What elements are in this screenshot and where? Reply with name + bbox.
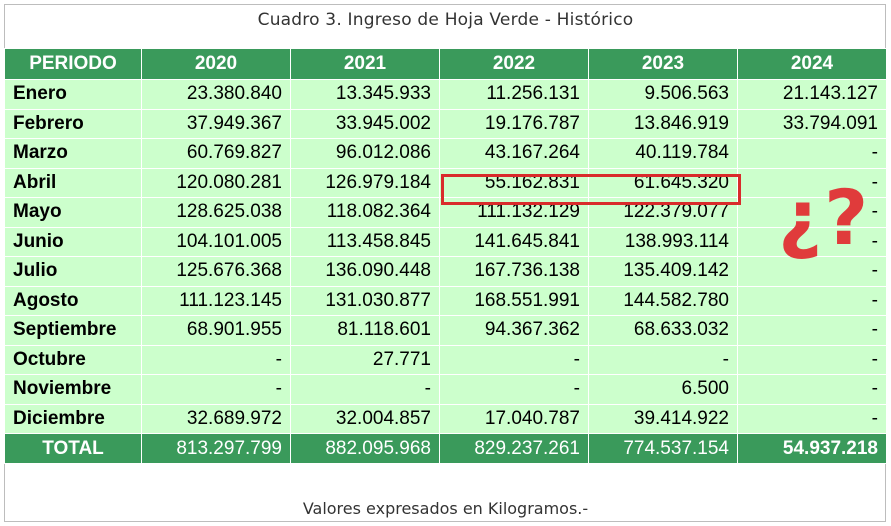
value-cell: 55.162.831	[439, 167, 589, 198]
value-cell: 168.551.991	[439, 285, 589, 316]
value-cell: -	[439, 374, 589, 405]
value-cell: -	[737, 138, 887, 169]
header-year: 2023	[588, 48, 738, 80]
total-value: 813.297.799	[141, 433, 291, 464]
value-cell: -	[737, 197, 887, 228]
month-label: Octubre	[4, 344, 142, 375]
value-cell: 141.645.841	[439, 226, 589, 257]
value-cell: 135.409.142	[588, 256, 738, 287]
value-cell: 32.004.857	[290, 403, 440, 434]
table-row: Septiembre 68.901.955 81.118.601 94.367.362…	[4, 315, 887, 346]
table-title: Cuadro 3. Ingreso de Hoja Verde - Histór…	[257, 10, 634, 30]
value-cell: -	[737, 315, 887, 346]
value-cell: 136.090.448	[290, 256, 440, 287]
header-year: 2021	[290, 48, 440, 80]
value-cell: 37.949.367	[141, 108, 291, 139]
table-row: Febrero 37.949.367 33.945.002 19.176.787 13.…	[4, 108, 887, 139]
header-periodo: PERIODO	[4, 48, 142, 80]
value-cell: 9.506.563	[588, 79, 738, 110]
month-label: Mayo	[4, 197, 142, 228]
month-label: Abril	[4, 167, 142, 198]
value-cell: -	[141, 374, 291, 405]
value-cell: 43.167.264	[439, 138, 589, 169]
total-value: 774.537.154	[588, 433, 738, 464]
value-cell: -	[290, 374, 440, 405]
value-cell: 17.040.787	[439, 403, 589, 434]
header-year: 2022	[439, 48, 589, 80]
value-cell: 111.123.145	[141, 285, 291, 316]
value-cell: 81.118.601	[290, 315, 440, 346]
month-label: Noviembre	[4, 374, 142, 405]
harvest-table: PERIODO 2020 2021 2022 2023 2024 Enero 23.380.8…	[4, 48, 887, 464]
value-cell: 19.176.787	[439, 108, 589, 139]
table-row: Abril 120.080.281 126.979.184 55.162.831 61.…	[4, 167, 887, 198]
value-cell: 33.945.002	[290, 108, 440, 139]
header-year: 2024	[737, 48, 887, 80]
value-cell: 120.080.281	[141, 167, 291, 198]
header-row: PERIODO 2020 2021 2022 2023 2024	[4, 48, 887, 80]
table-row: Marzo 60.769.827 96.012.086 43.167.264 40.11…	[4, 138, 887, 169]
month-label: Agosto	[4, 285, 142, 316]
value-cell: 104.101.005	[141, 226, 291, 257]
value-cell: 96.012.086	[290, 138, 440, 169]
value-cell: -	[737, 403, 887, 434]
value-cell: 32.689.972	[141, 403, 291, 434]
month-label: Febrero	[4, 108, 142, 139]
value-cell: 27.771	[290, 344, 440, 375]
total-label: TOTAL	[4, 433, 142, 464]
value-cell: 128.625.038	[141, 197, 291, 228]
value-cell: -	[737, 374, 887, 405]
value-cell: 61.645.320	[588, 167, 738, 198]
table-row: Noviembre - - -6.500-	[4, 374, 887, 405]
value-cell: 144.582.780	[588, 285, 738, 316]
value-cell: -	[439, 344, 589, 375]
value-cell: 68.901.955	[141, 315, 291, 346]
table-row: Julio 125.676.368 136.090.448 167.736.138 13…	[4, 256, 887, 287]
value-cell: -	[141, 344, 291, 375]
month-label: Julio	[4, 256, 142, 287]
month-label: Enero	[4, 79, 142, 110]
value-cell: -	[737, 167, 887, 198]
value-cell: 13.846.919	[588, 108, 738, 139]
value-cell: 167.736.138	[439, 256, 589, 287]
value-cell: -	[588, 344, 738, 375]
value-cell: 39.414.922	[588, 403, 738, 434]
total-value: 882.095.968	[290, 433, 440, 464]
total-value: 829.237.261	[439, 433, 589, 464]
table-row: Octubre -27.771- - -	[4, 344, 887, 375]
value-cell: -	[737, 285, 887, 316]
value-cell: 13.345.933	[290, 79, 440, 110]
highlight-box	[441, 174, 741, 205]
value-cell: 126.979.184	[290, 167, 440, 198]
value-cell: 125.676.368	[141, 256, 291, 287]
value-cell: 23.380.840	[141, 79, 291, 110]
table-row: Agosto 111.123.145 131.030.877 168.551.991 1…	[4, 285, 887, 316]
header-year: 2020	[141, 48, 291, 80]
value-cell: -	[737, 344, 887, 375]
question-annotation: ¿?	[778, 173, 871, 262]
value-cell: 11.256.131	[439, 79, 589, 110]
value-cell: 138.993.114	[588, 226, 738, 257]
units-note: Valores expresados en Kilogramos.-	[302, 499, 589, 518]
value-cell: 118.082.364	[290, 197, 440, 228]
month-label: Diciembre	[4, 403, 142, 434]
value-cell: -	[737, 256, 887, 287]
value-cell: 131.030.877	[290, 285, 440, 316]
value-cell: 21.143.127	[737, 79, 887, 110]
value-cell: 60.769.827	[141, 138, 291, 169]
value-cell: 68.633.032	[588, 315, 738, 346]
month-label: Septiembre	[4, 315, 142, 346]
value-cell: 113.458.845	[290, 226, 440, 257]
table-row: Diciembre 32.689.972 32.004.857 17.040.787 3…	[4, 403, 887, 434]
value-cell: 94.367.362	[439, 315, 589, 346]
value-cell: 40.119.784	[588, 138, 738, 169]
table-row: Enero 23.380.840 13.345.933 11.256.131 9.506…	[4, 79, 887, 110]
month-label: Junio	[4, 226, 142, 257]
total-row: TOTAL 813.297.799 882.095.968 829.237.261 77…	[4, 433, 887, 464]
value-cell: 33.794.091	[737, 108, 887, 139]
month-label: Marzo	[4, 138, 142, 169]
table-row: Junio 104.101.005 113.458.845 141.645.841 13…	[4, 226, 887, 257]
total-value: 54.937.218	[737, 433, 887, 464]
value-cell: 6.500	[588, 374, 738, 405]
